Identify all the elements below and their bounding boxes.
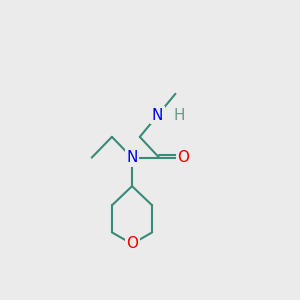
Text: H: H: [174, 108, 185, 123]
Text: N: N: [126, 150, 138, 165]
Text: O: O: [126, 236, 138, 251]
Text: O: O: [177, 150, 189, 165]
Text: N: N: [152, 108, 163, 123]
